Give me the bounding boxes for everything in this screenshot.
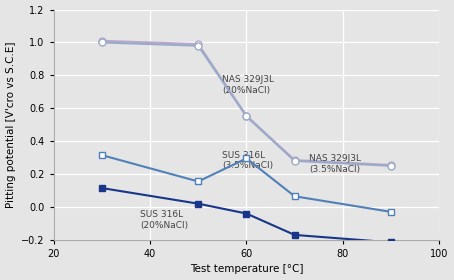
Text: NAS 329J3L
(20%NaCl): NAS 329J3L (20%NaCl) — [222, 75, 274, 95]
X-axis label: Test temperature [°C]: Test temperature [°C] — [190, 264, 303, 274]
Text: SUS 316L
(3.5%NaCl): SUS 316L (3.5%NaCl) — [222, 151, 273, 171]
Text: NAS 329J3L
(3.5%NaCl): NAS 329J3L (3.5%NaCl) — [309, 154, 361, 174]
Y-axis label: Pitting potential [V'cro vs S.C.E]: Pitting potential [V'cro vs S.C.E] — [5, 41, 15, 208]
Text: SUS 316L
(20%NaCl): SUS 316L (20%NaCl) — [140, 210, 188, 230]
